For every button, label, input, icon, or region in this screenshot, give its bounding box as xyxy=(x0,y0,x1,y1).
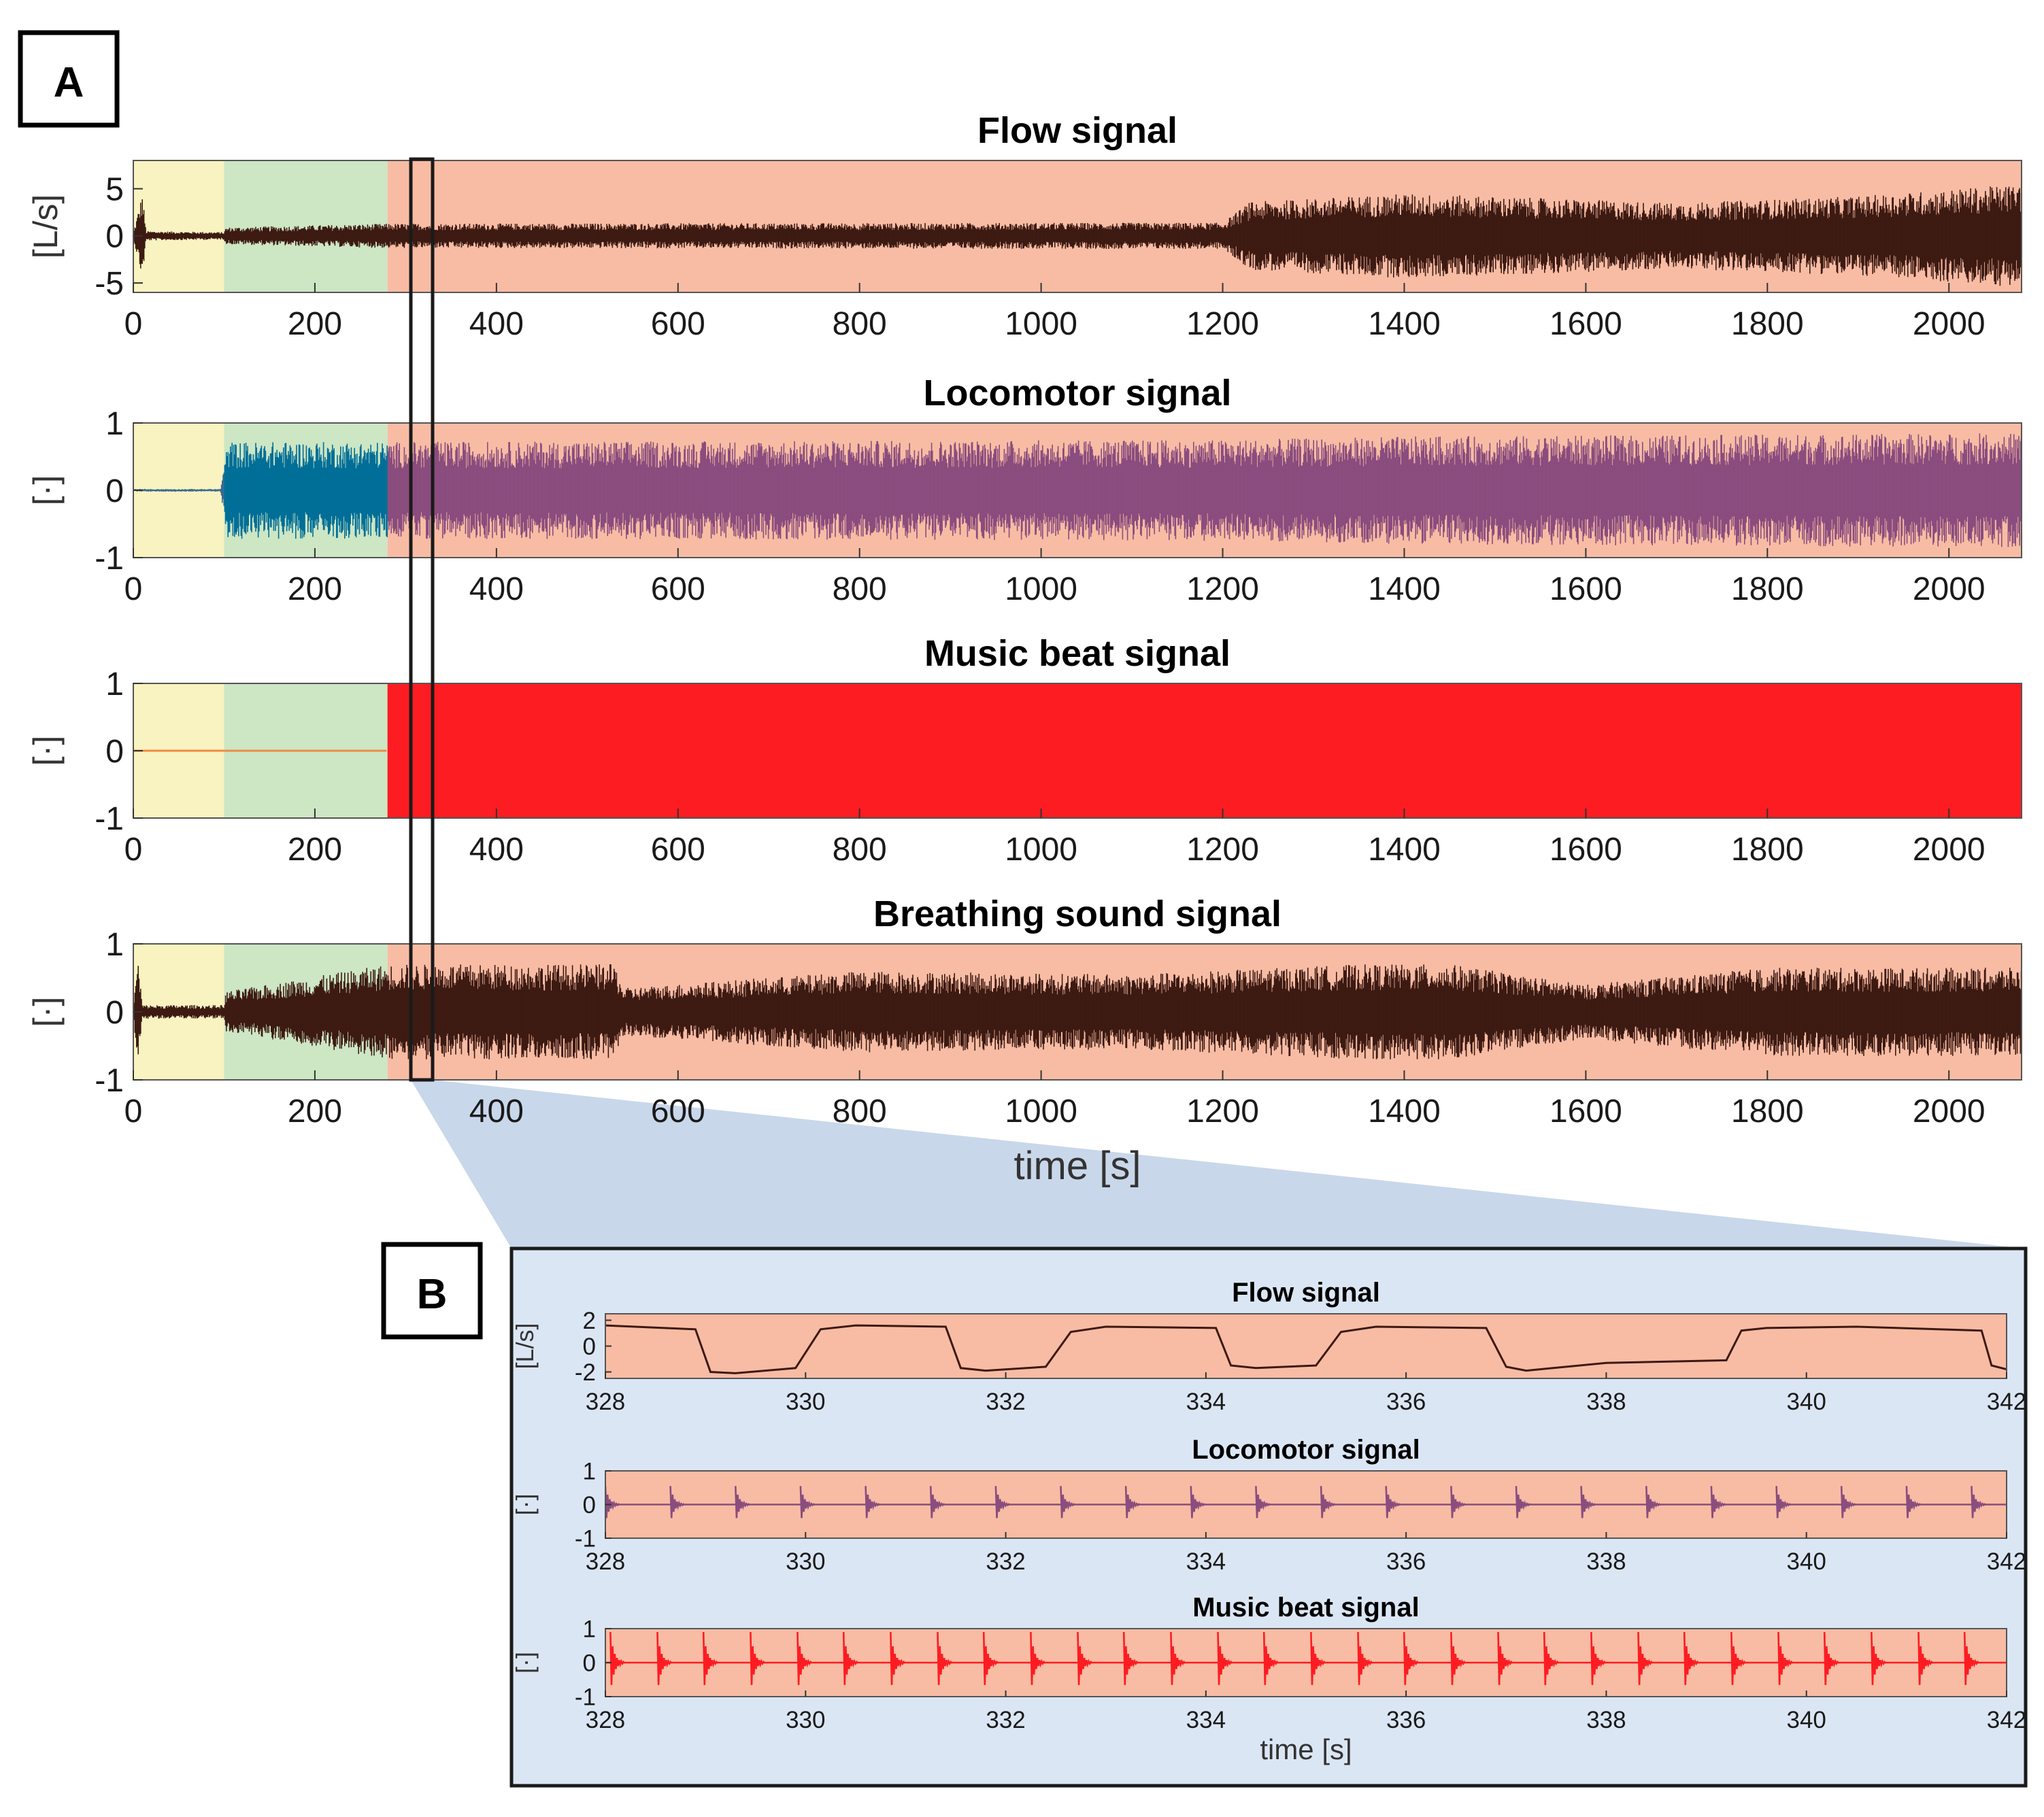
chart-A-music: 10-10 200 400 600 800 1000 1200 1400 1600 1800 200… xyxy=(27,633,2022,868)
x-tick-label: 1800 xyxy=(1731,832,1804,868)
y-tick-label: -1 xyxy=(95,541,124,577)
x-tick-label: 200 xyxy=(288,306,342,342)
y-tick-label: 1 xyxy=(105,406,124,442)
x-tick-label: 0 xyxy=(124,571,143,607)
x-tick-label: 1600 xyxy=(1549,306,1622,342)
y-axis-label: [·] xyxy=(27,475,65,505)
x-tick-label: 2000 xyxy=(1913,832,1986,868)
x-tick-label: 800 xyxy=(833,571,887,607)
chart-A-flow: 50-50 200 400 600 800 1000 1200 1400 1600 1800 200… xyxy=(27,110,2022,342)
chart-A-breathing: 10-10 200 400 600 800 1000 1200 1400 1600 1800 200… xyxy=(27,894,2022,1188)
plot-area xyxy=(133,944,2022,1080)
x-tick-label: 800 xyxy=(833,306,887,342)
x-tick-label: 1000 xyxy=(1005,832,1077,868)
x-tick-label: 1800 xyxy=(1731,306,1804,342)
y-tick-label: 5 xyxy=(105,171,124,207)
x-tick-label: 200 xyxy=(288,571,342,607)
x-tick-label: 1200 xyxy=(1186,832,1259,868)
zoom-connector-band xyxy=(411,1080,2026,1249)
x-tick-label: 2000 xyxy=(1913,571,1986,607)
x-tick-label: 1600 xyxy=(1549,571,1622,607)
y-tick-label: -1 xyxy=(95,801,124,837)
x-tick-label: 0 xyxy=(124,832,143,868)
chart-A-locomotor: 10-10 200 400 600 800 1000 1200 1400 1600 1800 200… xyxy=(27,373,2022,607)
x-tick-label: 1200 xyxy=(1186,306,1259,342)
y-tick-label: 0 xyxy=(105,734,124,770)
x-tick-label: 800 xyxy=(833,832,887,868)
chart-title: Flow signal xyxy=(977,110,1177,151)
x-tick-label: 600 xyxy=(651,306,705,342)
phase-band-rest xyxy=(133,160,224,292)
x-tick-label: 600 xyxy=(651,832,705,868)
y-tick-label: -5 xyxy=(95,266,124,302)
y-tick-label: 0 xyxy=(105,219,124,255)
x-tick-label: 2000 xyxy=(1913,306,1986,342)
x-tick-label: 600 xyxy=(651,571,705,607)
x-tick-label: 1000 xyxy=(1005,571,1077,607)
x-tick-label: 400 xyxy=(469,571,524,607)
x-tick-label: 1200 xyxy=(1186,571,1259,607)
x-tick-label: 400 xyxy=(469,306,524,342)
axes-frame xyxy=(133,160,2022,293)
plot-area xyxy=(133,160,2022,292)
chart-title: Locomotor signal xyxy=(923,373,1231,413)
music-beat-fill xyxy=(387,683,2022,818)
x-tick-label: 1400 xyxy=(1368,832,1441,868)
x-tick-label: 1800 xyxy=(1731,571,1804,607)
x-tick-label: 1400 xyxy=(1368,306,1441,342)
chart-title: Music beat signal xyxy=(924,633,1230,674)
x-tick-label: 1600 xyxy=(1549,832,1622,868)
y-tick-label: 0 xyxy=(105,473,124,509)
x-tick-label: 0 xyxy=(124,306,143,342)
y-axis-label: [·] xyxy=(27,736,65,766)
plots-layer: 50-50 200 400 600 800 1000 1200 1400 1600 1800 200… xyxy=(27,110,2026,1765)
x-tick-label: 1400 xyxy=(1368,571,1441,607)
plot-area xyxy=(133,423,2022,558)
y-axis-label: [L/s] xyxy=(27,194,65,258)
x-tick-label: 1000 xyxy=(1005,306,1077,342)
x-tick-label: 400 xyxy=(469,832,524,868)
x-tick-label: 200 xyxy=(288,832,342,868)
y-tick-label: 1 xyxy=(105,666,124,702)
plot-area xyxy=(133,683,2022,818)
